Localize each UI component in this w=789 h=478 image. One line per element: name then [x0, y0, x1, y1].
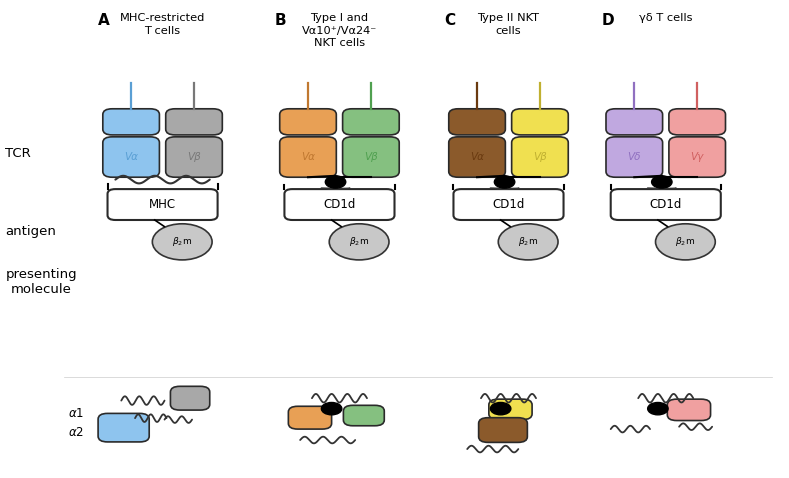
FancyBboxPatch shape [170, 386, 210, 410]
FancyBboxPatch shape [489, 399, 532, 420]
Text: Vβ: Vβ [364, 152, 378, 162]
Text: Vβ: Vβ [533, 152, 547, 162]
FancyBboxPatch shape [667, 399, 711, 421]
Text: Vδ: Vδ [627, 152, 641, 162]
Circle shape [325, 176, 346, 188]
Text: C: C [444, 13, 455, 28]
FancyBboxPatch shape [288, 406, 331, 429]
FancyBboxPatch shape [166, 109, 222, 135]
FancyBboxPatch shape [611, 189, 721, 220]
Circle shape [152, 224, 212, 260]
Text: B: B [275, 13, 286, 28]
FancyBboxPatch shape [669, 137, 726, 177]
Text: Vγ: Vγ [690, 152, 704, 162]
Circle shape [656, 224, 716, 260]
Text: Type II NKT
cells: Type II NKT cells [477, 13, 540, 36]
FancyBboxPatch shape [98, 413, 149, 442]
Text: $\beta_2$m: $\beta_2$m [518, 235, 538, 249]
FancyBboxPatch shape [606, 109, 663, 135]
Text: Vα: Vα [470, 152, 484, 162]
FancyBboxPatch shape [449, 109, 506, 135]
FancyBboxPatch shape [280, 137, 336, 177]
Text: $\beta_2$m: $\beta_2$m [675, 235, 695, 249]
FancyBboxPatch shape [606, 137, 663, 177]
FancyBboxPatch shape [449, 137, 506, 177]
Text: Vβ: Vβ [187, 152, 201, 162]
Circle shape [321, 402, 342, 415]
FancyBboxPatch shape [342, 137, 399, 177]
FancyBboxPatch shape [107, 189, 218, 220]
FancyBboxPatch shape [511, 137, 568, 177]
Text: A: A [98, 13, 110, 28]
Circle shape [652, 176, 672, 188]
Text: TCR: TCR [6, 147, 31, 160]
FancyBboxPatch shape [166, 137, 222, 177]
Text: CD1d: CD1d [649, 198, 682, 211]
Circle shape [648, 402, 668, 415]
Text: Vα: Vα [124, 152, 138, 162]
Circle shape [329, 224, 389, 260]
FancyBboxPatch shape [454, 189, 563, 220]
Text: $\alpha$1: $\alpha$1 [68, 407, 84, 420]
Text: $\beta_2$m: $\beta_2$m [172, 235, 193, 249]
Text: $\beta_2$m: $\beta_2$m [349, 235, 369, 249]
Text: CD1d: CD1d [323, 198, 356, 211]
Text: MHC: MHC [149, 198, 176, 211]
Circle shape [491, 402, 510, 415]
Text: CD1d: CD1d [492, 198, 525, 211]
FancyBboxPatch shape [280, 109, 336, 135]
Text: presenting
molecule: presenting molecule [6, 268, 77, 296]
FancyBboxPatch shape [342, 109, 399, 135]
Text: MHC-restricted
T cells: MHC-restricted T cells [120, 13, 205, 36]
Text: D: D [601, 13, 614, 28]
FancyBboxPatch shape [511, 109, 568, 135]
Text: Type I and
Vα10⁺/Vα24⁻
NKT cells: Type I and Vα10⁺/Vα24⁻ NKT cells [302, 13, 377, 48]
FancyBboxPatch shape [103, 137, 159, 177]
FancyBboxPatch shape [284, 189, 394, 220]
Text: antigen: antigen [6, 225, 56, 239]
Text: Vα: Vα [301, 152, 315, 162]
FancyBboxPatch shape [343, 405, 384, 426]
FancyBboxPatch shape [669, 109, 726, 135]
Text: $\alpha$2: $\alpha$2 [68, 426, 84, 439]
FancyBboxPatch shape [479, 418, 527, 443]
Circle shape [499, 224, 558, 260]
Text: γδ T cells: γδ T cells [639, 13, 693, 23]
FancyBboxPatch shape [103, 109, 159, 135]
Circle shape [495, 176, 514, 188]
